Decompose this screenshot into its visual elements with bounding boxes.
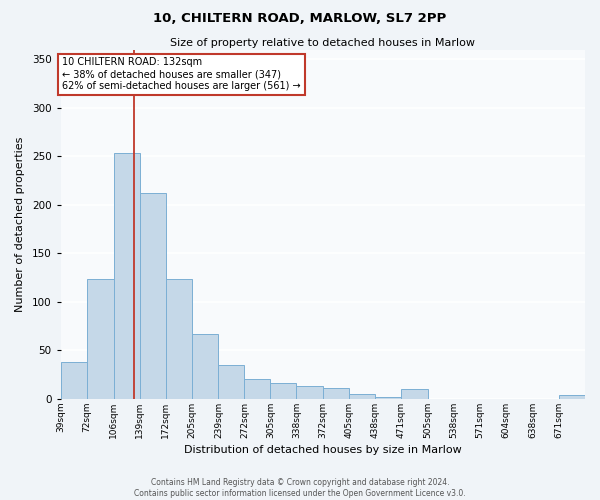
Bar [271, 384, 296, 399]
Y-axis label: Number of detached properties: Number of detached properties [15, 136, 25, 312]
Bar [191, 334, 218, 399]
X-axis label: Distribution of detached houses by size in Marlow: Distribution of detached houses by size … [184, 445, 462, 455]
Bar [113, 154, 140, 399]
Bar [296, 386, 323, 399]
Bar [375, 397, 401, 399]
Bar [323, 388, 349, 399]
Bar [140, 193, 166, 399]
Bar [244, 378, 271, 399]
Bar [401, 389, 428, 399]
Bar [87, 278, 113, 399]
Bar [166, 278, 191, 399]
Title: Size of property relative to detached houses in Marlow: Size of property relative to detached ho… [170, 38, 475, 48]
Bar [61, 362, 87, 399]
Bar [349, 394, 375, 399]
Text: 10, CHILTERN ROAD, MARLOW, SL7 2PP: 10, CHILTERN ROAD, MARLOW, SL7 2PP [154, 12, 446, 26]
Bar [218, 365, 244, 399]
Bar [559, 395, 585, 399]
Text: Contains HM Land Registry data © Crown copyright and database right 2024.
Contai: Contains HM Land Registry data © Crown c… [134, 478, 466, 498]
Text: 10 CHILTERN ROAD: 132sqm
← 38% of detached houses are smaller (347)
62% of semi-: 10 CHILTERN ROAD: 132sqm ← 38% of detach… [62, 58, 301, 90]
